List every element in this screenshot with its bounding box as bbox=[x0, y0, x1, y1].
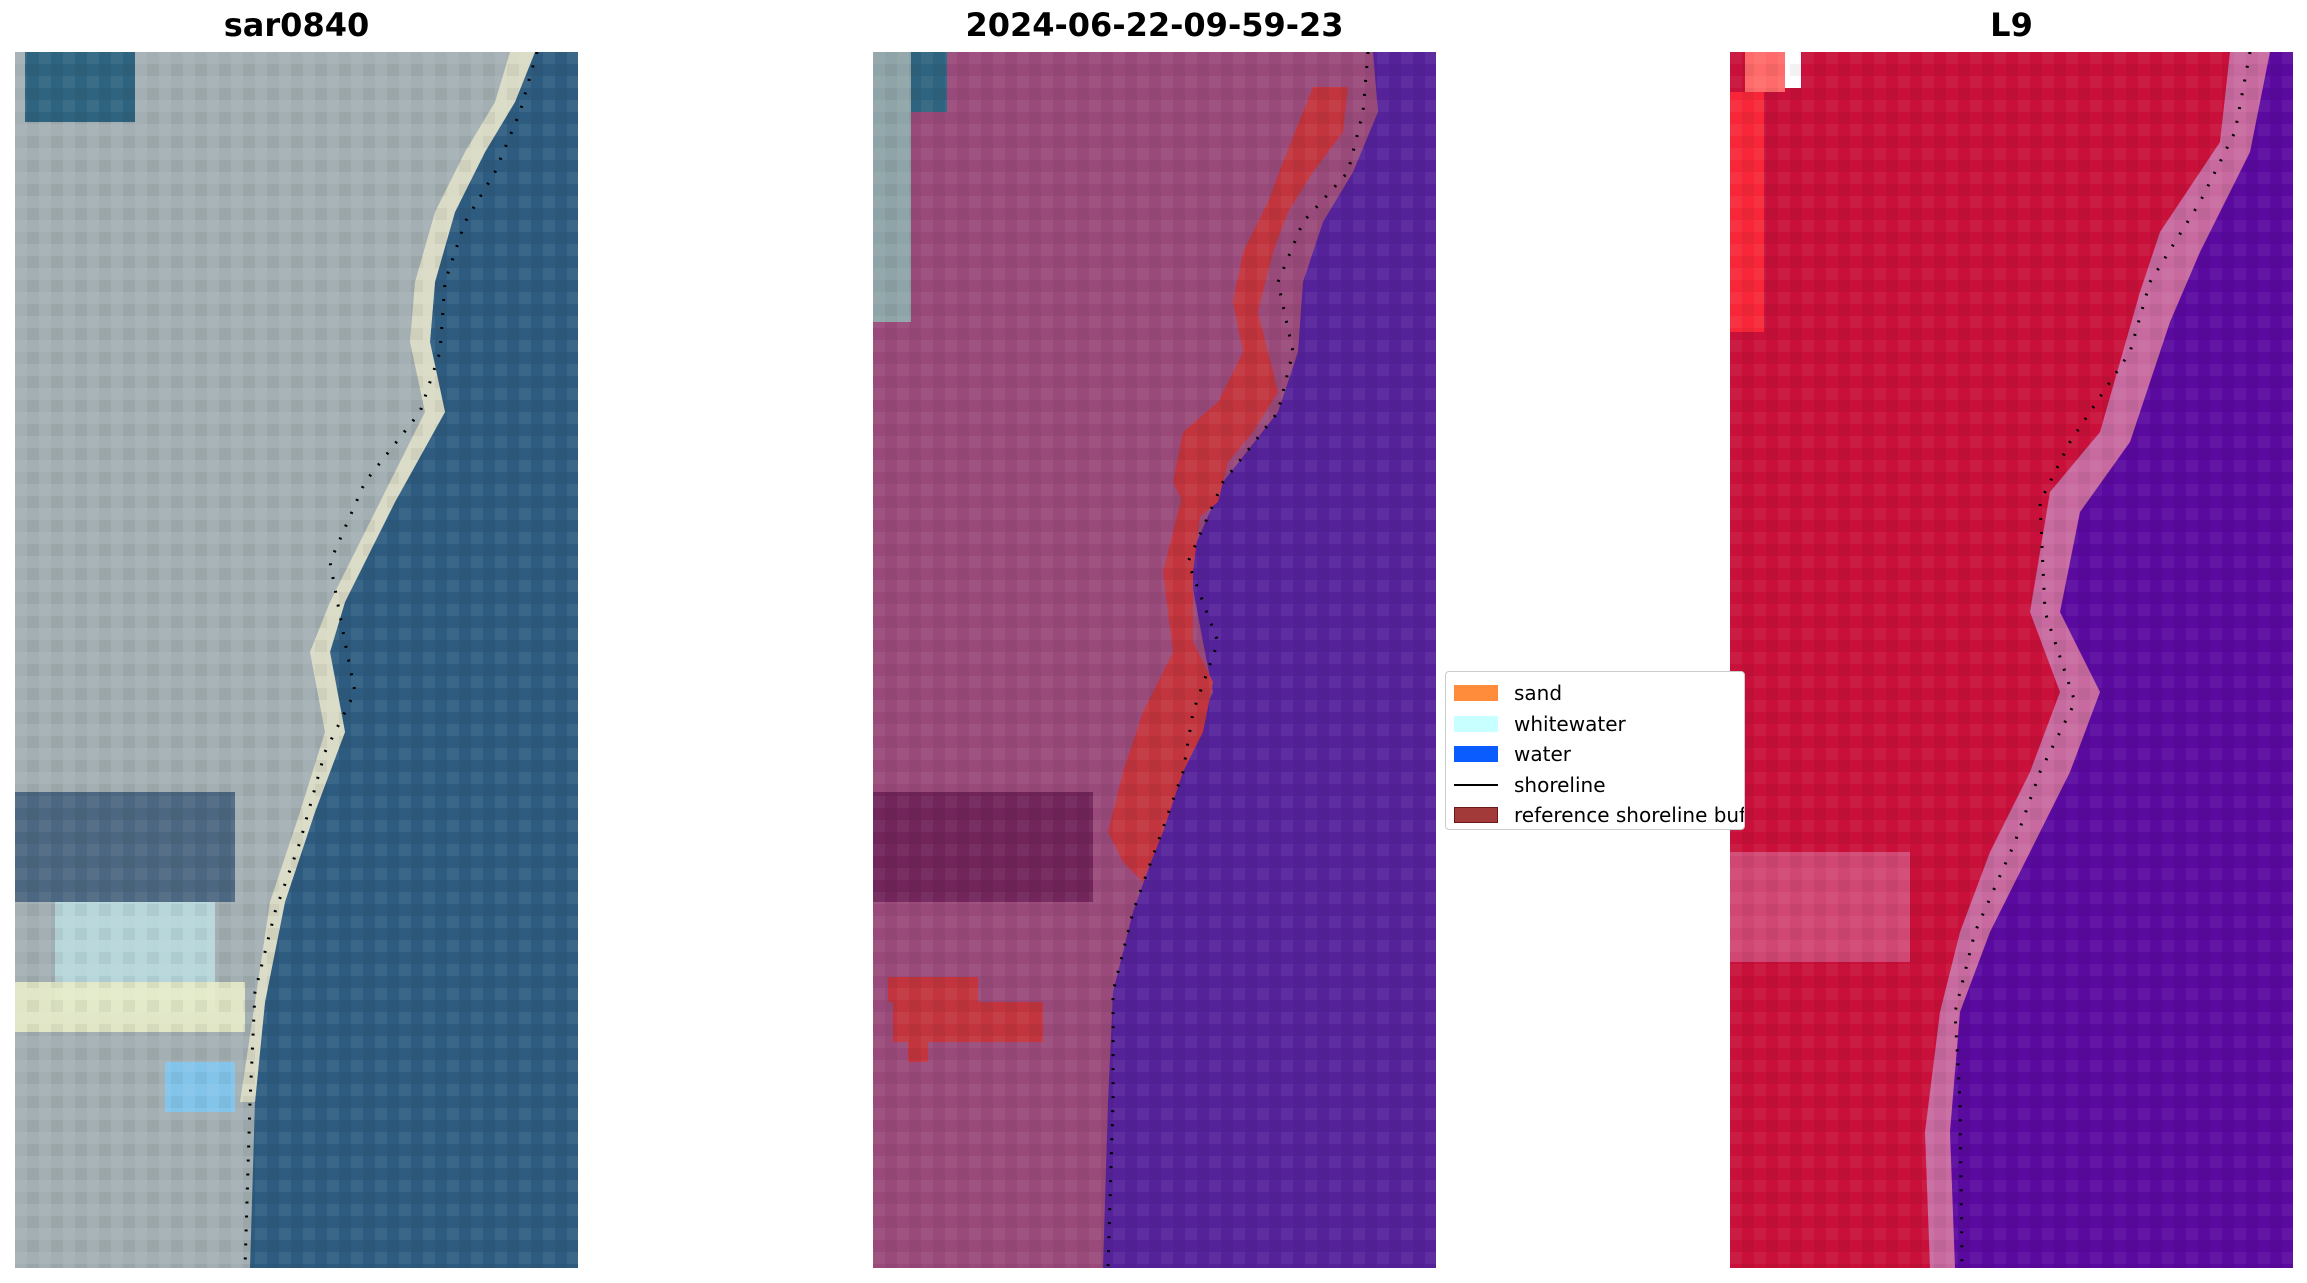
panel-title-nir: L9 bbox=[1990, 6, 2033, 44]
legend: sand whitewater water shoreline referenc… bbox=[1445, 671, 1745, 830]
rgb-image bbox=[15, 52, 578, 1268]
legend-label: sand bbox=[1514, 681, 1563, 706]
legend-swatch-reference-buffer bbox=[1454, 807, 1498, 824]
legend-label: whitewater bbox=[1514, 711, 1626, 736]
legend-item-whitewater: whitewater bbox=[1446, 709, 1744, 740]
legend-item-sand: sand bbox=[1446, 678, 1744, 709]
legend-label: shoreline bbox=[1514, 772, 1606, 797]
rgb-image-panel bbox=[15, 52, 578, 1268]
panel-title-rgb: sar0840 bbox=[223, 6, 370, 44]
nir-image bbox=[1730, 52, 2293, 1268]
classified-image bbox=[873, 52, 1436, 1268]
legend-line-shoreline bbox=[1454, 783, 1498, 786]
legend-swatch-sand bbox=[1454, 685, 1498, 702]
legend-item-reference-buffer: reference shoreline buffer bbox=[1446, 800, 1745, 829]
panel-title-classified: 2024-06-22-09-59-23 bbox=[965, 6, 1344, 44]
legend-swatch-water bbox=[1454, 746, 1498, 763]
legend-label: reference shoreline buffer bbox=[1514, 803, 1745, 828]
legend-item-water: water bbox=[1446, 739, 1744, 770]
classified-image-panel bbox=[873, 52, 1436, 1268]
nir-image-panel bbox=[1730, 52, 2293, 1268]
legend-label: water bbox=[1514, 742, 1571, 767]
legend-swatch-whitewater bbox=[1454, 715, 1498, 732]
legend-item-shoreline: shoreline bbox=[1446, 770, 1744, 801]
